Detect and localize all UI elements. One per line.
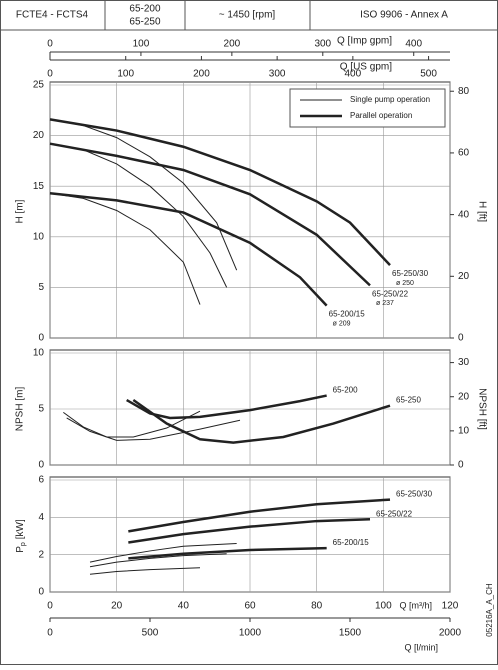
x-tick-label: 20 — [111, 601, 123, 612]
top-axis-label: Q [US gpm] — [340, 62, 392, 73]
series-label: 65-250/30 — [392, 269, 429, 278]
header-size: 65-250 — [129, 17, 161, 28]
y2-tick-label: 0 — [458, 460, 464, 471]
top-axis-tick-label: 400 — [405, 39, 422, 50]
bottom-axis-tick-label: 1000 — [239, 628, 262, 639]
parallel-curve — [128, 546, 327, 560]
y-axis-label-sub: p — [20, 542, 27, 546]
single-curve — [49, 192, 201, 305]
series-label: 65-200/15 — [329, 310, 366, 319]
y2-tick-label: 0 — [458, 333, 464, 344]
single-curve — [89, 567, 201, 575]
bottom-axis-tick-label: 2000 — [439, 628, 462, 639]
y-axis-label-main: P — [15, 546, 26, 553]
series-note: ø 209 — [333, 320, 351, 327]
y2-axis-label: NPSH [ft] — [476, 388, 487, 430]
y-tick-label: 0 — [38, 333, 44, 344]
series-label: 65-200/15 — [333, 538, 370, 547]
x-tick-label: 80 — [311, 601, 323, 612]
y2-tick-label: 40 — [458, 209, 470, 220]
parallel-curve — [49, 192, 328, 307]
y-axis-label: H [m] — [15, 199, 26, 223]
header-model: FCTE4 - FCTS4 — [16, 10, 89, 21]
bottom-axis-tick-label: 500 — [142, 628, 159, 639]
single-curve — [49, 143, 228, 288]
series-note: ø 237 — [376, 300, 394, 307]
y2-tick-label: 30 — [458, 357, 470, 368]
y-tick-label: 20 — [33, 130, 45, 141]
legend-label: Parallel operation — [350, 111, 412, 120]
header-standard: ISO 9906 - Annex A — [360, 10, 448, 21]
series-label: 65-250/22 — [376, 509, 413, 518]
y-tick-label: 15 — [33, 181, 45, 192]
series-label: 65-250/30 — [396, 490, 433, 499]
single-curve — [49, 118, 238, 271]
x-tick-label: 60 — [244, 601, 256, 612]
y-tick-label: 10 — [33, 231, 45, 242]
y-tick-label: 6 — [38, 475, 44, 486]
legend-box — [289, 88, 446, 128]
top-axis-tick-label: 500 — [420, 69, 437, 80]
y-axis-label: Pp [kW] — [15, 519, 27, 553]
top-axis-tick-label: 400 — [345, 69, 362, 80]
top-axis-tick-label: 0 — [47, 39, 53, 50]
bottom-axis-label: Q [l/min] — [404, 642, 438, 652]
header-size: 65-200 — [129, 4, 161, 15]
y-tick-label: 0 — [38, 460, 44, 471]
bottom-axis-tick-label: 1500 — [339, 628, 362, 639]
series-note: ø 250 — [396, 280, 414, 287]
header-speed: ~ 1450 [rpm] — [219, 10, 276, 21]
parallel-curve — [49, 118, 391, 266]
y-axis-label: NPSH [m] — [15, 387, 26, 432]
y-tick-label: 5 — [38, 282, 44, 293]
top-axis-tick-label: 100 — [117, 69, 134, 80]
parallel-curve — [128, 517, 371, 544]
top-axis-tick-label: 100 — [133, 39, 150, 50]
series-label: 65-250/22 — [372, 289, 409, 298]
top-axis-tick-label: 300 — [314, 39, 331, 50]
y2-tick-label: 80 — [458, 86, 470, 97]
x-tick-label: 120 — [442, 601, 459, 612]
x-axis-label: Q [m³/h] — [399, 600, 432, 610]
y-tick-label: 5 — [38, 404, 44, 415]
y-tick-label: 2 — [38, 549, 44, 560]
y2-tick-label: 20 — [458, 271, 470, 282]
x-tick-label: 40 — [178, 601, 190, 612]
single-curve — [66, 417, 241, 441]
top-axis-tick-label: 300 — [269, 69, 286, 80]
series-label: 65-200 — [333, 386, 358, 395]
series-label: 65-250 — [396, 396, 421, 405]
bottom-axis-tick-label: 0 — [47, 628, 53, 639]
x-tick-label: 0 — [47, 601, 53, 612]
parallel-curve — [126, 394, 327, 420]
code: 05216A_A_CH — [485, 583, 494, 637]
y-tick-label: 25 — [33, 80, 45, 91]
legend-label: Single pump operation — [350, 95, 430, 104]
x-tick-label: 100 — [375, 601, 392, 612]
parallel-curve — [128, 498, 391, 533]
y-tick-label: 0 — [38, 587, 44, 598]
y-tick-label: 10 — [33, 348, 45, 359]
top-axis-tick-label: 200 — [193, 69, 210, 80]
y2-tick-label: 60 — [458, 148, 470, 159]
single-curve — [89, 542, 237, 563]
top-axis-tick-label: 200 — [224, 39, 241, 50]
top-axis-tick-label: 0 — [47, 69, 53, 80]
y2-tick-label: 10 — [458, 426, 470, 437]
y-tick-label: 4 — [38, 512, 44, 523]
y2-tick-label: 20 — [458, 391, 470, 402]
y2-axis-label: H [ft] — [476, 201, 487, 222]
top-axis-label: Q [Imp gpm] — [337, 36, 392, 47]
parallel-curve — [132, 399, 391, 444]
parallel-curve — [49, 142, 371, 287]
y-axis-label-unit: [kW] — [15, 519, 26, 539]
single-curve — [89, 553, 227, 568]
